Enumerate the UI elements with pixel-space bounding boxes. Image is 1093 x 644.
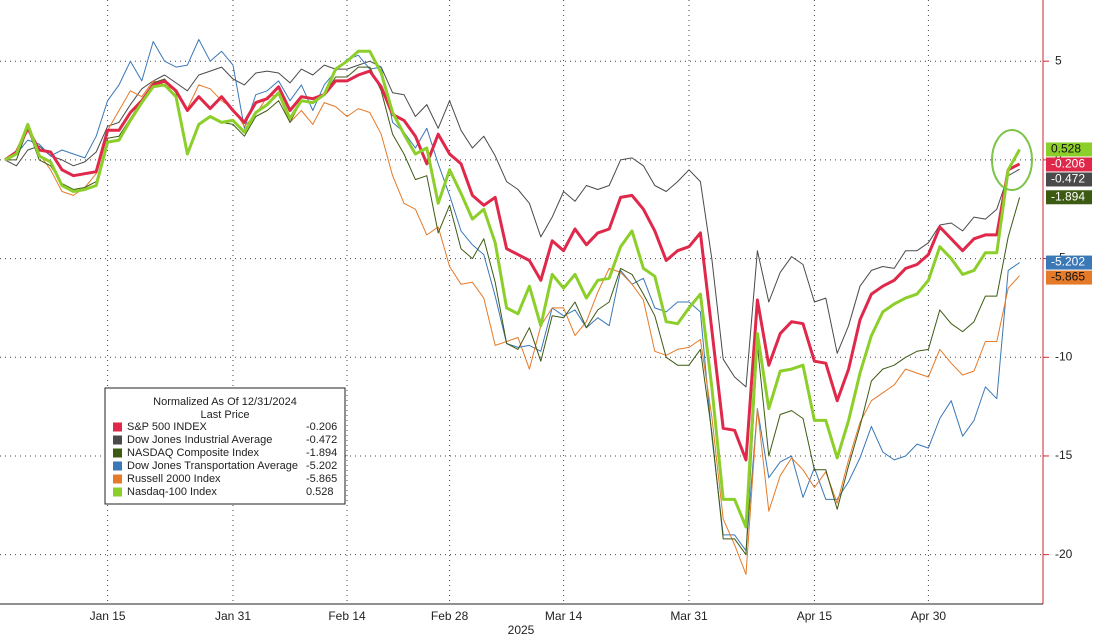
x-tick-label: Apr 15	[797, 609, 833, 623]
y-tick-label: -10	[1055, 349, 1073, 363]
x-tick-label: Jan 31	[215, 609, 251, 623]
y-tick-label: 5	[1055, 53, 1062, 67]
last-value-box	[1046, 190, 1092, 205]
y-tick-label: -20	[1055, 547, 1073, 561]
x-tick-label: Apr 30	[911, 609, 947, 623]
last-value-label: -5.202	[1051, 255, 1085, 269]
legend-swatch	[113, 474, 122, 484]
highlight-circle	[991, 129, 1033, 191]
series-line	[4, 49, 1021, 529]
legend-value: -0.472	[306, 434, 337, 446]
legend-swatch	[113, 461, 122, 471]
legend-swatch	[113, 487, 122, 497]
last-value-label: -1.894	[1051, 189, 1085, 203]
last-value-box	[1046, 142, 1092, 157]
last-value-label: -5.865	[1051, 270, 1085, 284]
x-tick-label: Feb 28	[431, 609, 469, 623]
legend: Normalized As Of 12/31/2024 Last Price S…	[104, 387, 346, 505]
x-tick-label: Feb 14	[328, 609, 366, 623]
legend-label: S&P 500 INDEX	[127, 421, 208, 433]
last-value-label: -0.472	[1051, 172, 1085, 186]
legend-swatch	[113, 448, 122, 458]
series-line	[4, 60, 1020, 388]
last-value-label: 0.528	[1051, 142, 1081, 156]
x-tick-label: Mar 31	[670, 609, 708, 623]
legend-label: Dow Jones Industrial Average	[127, 434, 272, 446]
legend-title: Normalized As Of 12/31/2024	[153, 396, 297, 408]
x-tick-label: Mar 14	[545, 609, 583, 623]
x-tick-label: Jan 15	[90, 609, 126, 623]
last-value-box	[1046, 255, 1092, 270]
legend-value: -0.206	[306, 421, 337, 433]
series-line	[4, 69, 1021, 462]
legend-swatch	[113, 422, 122, 432]
y-tick-label: -15	[1055, 448, 1073, 462]
legend-value: 0.528	[306, 486, 334, 498]
legend-box	[104, 387, 346, 505]
legend-label: Dow Jones Transportation Average	[127, 460, 298, 472]
legend-value: -5.202	[306, 460, 337, 472]
series-line	[4, 39, 1020, 552]
last-value-box	[1046, 270, 1092, 285]
legend-label: NASDAQ Composite Index	[127, 447, 260, 459]
last-value-label: -0.206	[1051, 157, 1085, 171]
legend-value: -5.865	[306, 473, 337, 485]
last-value-box	[1046, 157, 1092, 172]
x-axis-label: 2025	[508, 623, 535, 637]
legend-label: Nasdaq-100 Index	[127, 486, 217, 498]
legend-label: Russell 2000 Index	[127, 473, 221, 485]
last-value-box	[1046, 172, 1092, 187]
legend-value: -1.894	[306, 447, 337, 459]
legend-swatch	[113, 435, 122, 445]
legend-subtitle: Last Price	[201, 409, 250, 421]
